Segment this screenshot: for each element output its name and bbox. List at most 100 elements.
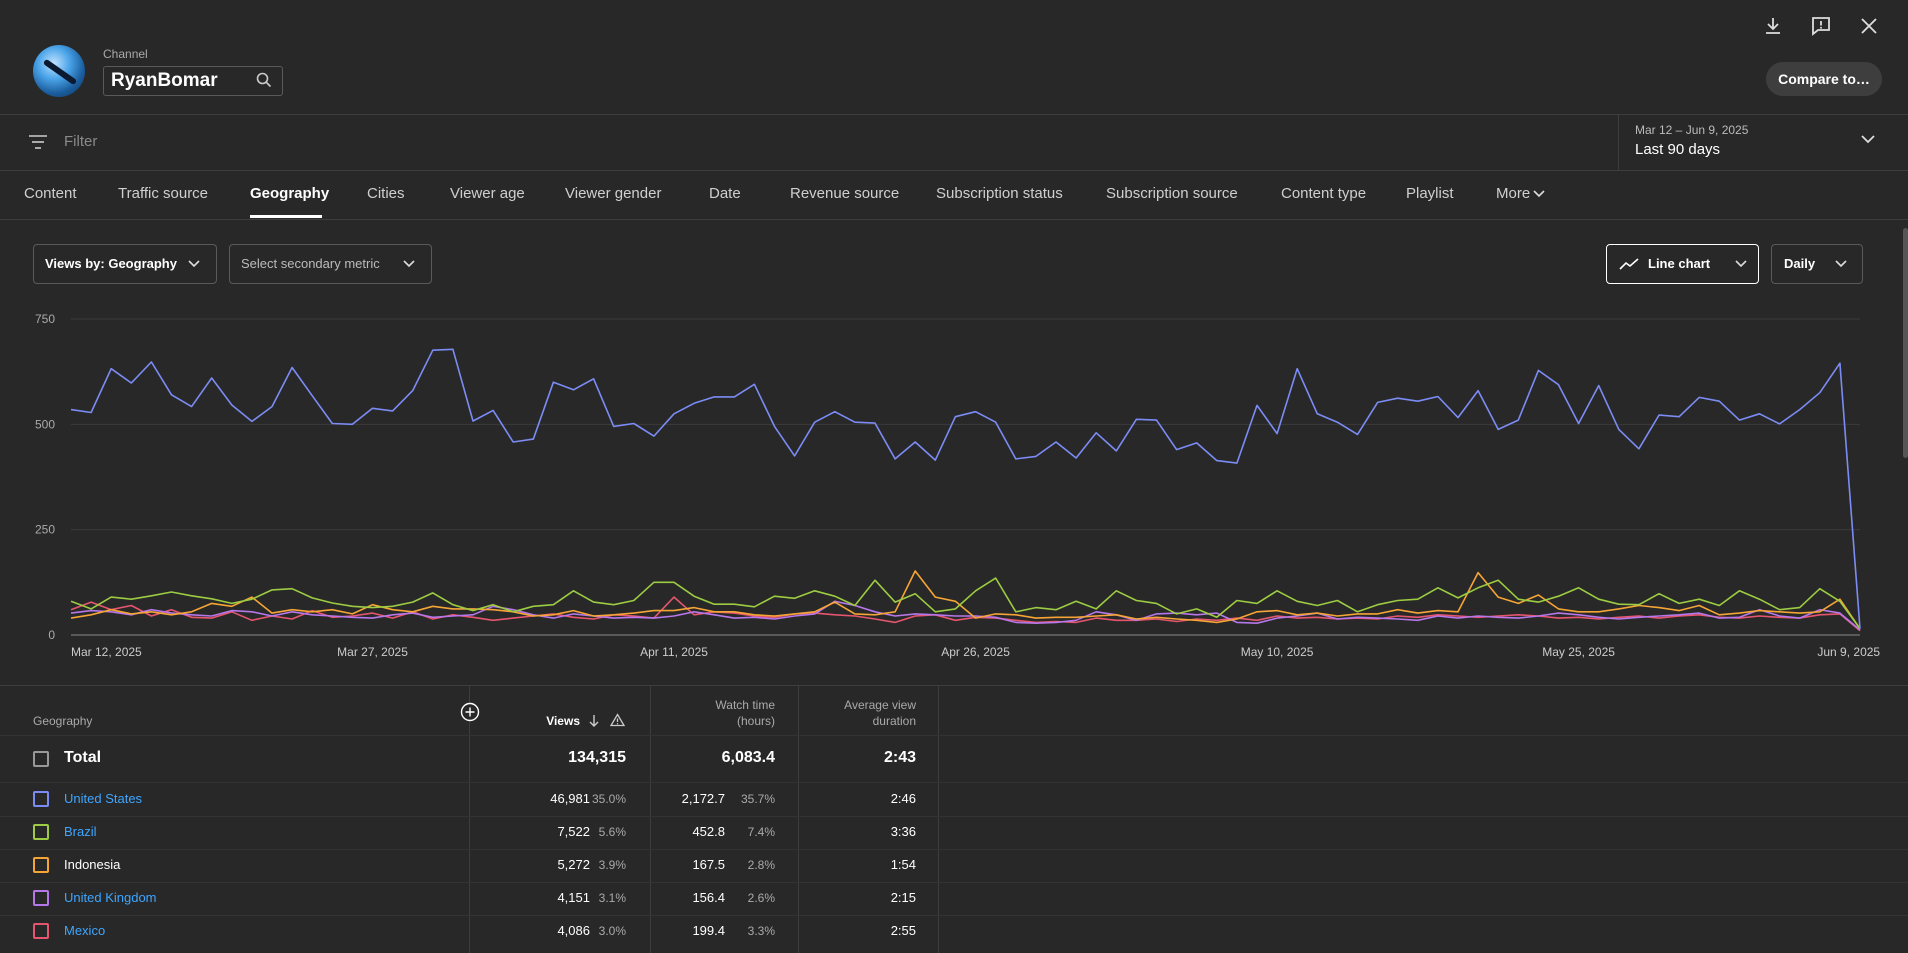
views-value: 4,086	[557, 923, 590, 938]
tab-viewer-age[interactable]: Viewer age	[450, 185, 525, 202]
compare-button[interactable]: Compare to…	[1766, 62, 1882, 96]
geography-name[interactable]: United States	[64, 791, 143, 806]
row-checkbox[interactable]	[33, 791, 49, 807]
search-icon[interactable]	[256, 72, 272, 88]
x-tick-label: Mar 12, 2025	[71, 645, 142, 659]
y-tick-label: 750	[35, 312, 55, 326]
avd-header-line1: Average view	[844, 698, 916, 712]
line-chart: 0 250 500 750 Mar 12, 2025 Mar 27, 2025 Apr 11…	[35, 312, 1880, 659]
geography-name[interactable]: United Kingdom	[64, 890, 157, 905]
divider	[0, 170, 1908, 171]
tab-revenue-source[interactable]: Revenue source	[790, 185, 900, 202]
warning-icon[interactable]	[610, 713, 625, 727]
chart-type-label: Line chart	[1648, 256, 1711, 271]
primary-metric-label: Views by: Geography	[45, 256, 177, 271]
divider	[0, 685, 1908, 686]
tab-traffic-source[interactable]: Traffic source	[118, 185, 209, 202]
total-watch-time: 6,083.4	[721, 749, 775, 766]
tab-subscription-source[interactable]: Subscription source	[1106, 185, 1238, 202]
watch-time-percent: 2.8%	[747, 858, 775, 872]
secondary-metric-label: Select secondary metric	[241, 256, 380, 271]
row-checkbox[interactable]	[33, 824, 49, 840]
views-value: 46,981	[550, 791, 590, 806]
x-tick-label: May 10, 2025	[1241, 645, 1314, 659]
divider	[0, 915, 1908, 916]
chevron-down-icon	[188, 260, 200, 268]
avd-value: 2:55	[890, 923, 916, 938]
channel-avatar	[33, 45, 85, 97]
column-header-views[interactable]: Views	[546, 714, 580, 728]
views-percent: 3.9%	[598, 858, 626, 872]
row-checkbox[interactable]	[33, 923, 49, 939]
channel-selector[interactable]	[103, 66, 283, 96]
avd-value: 2:46	[890, 791, 916, 806]
watch-time-header-line1: Watch time	[715, 698, 775, 712]
x-tick-label: Apr 26, 2025	[941, 645, 1010, 659]
views-percent: 5.6%	[598, 825, 626, 839]
download-icon[interactable]	[1761, 14, 1785, 38]
avd-value: 1:54	[890, 857, 916, 872]
active-tab-indicator	[250, 215, 322, 218]
tab-geography[interactable]: Geography	[250, 185, 330, 202]
channel-name[interactable]: RyanBomar	[111, 70, 218, 91]
row-checkbox[interactable]	[33, 890, 49, 906]
date-range-main[interactable]: Last 90 days	[1635, 141, 1721, 158]
total-checkbox[interactable]	[33, 751, 49, 767]
column-header-geography[interactable]: Geography	[33, 714, 93, 728]
filter-icon[interactable]	[28, 134, 48, 150]
geography-name[interactable]: Brazil	[64, 824, 97, 839]
divider	[469, 686, 470, 953]
y-tick-label: 0	[48, 628, 55, 642]
tab-content[interactable]: Content	[24, 185, 77, 202]
interval-label: Daily	[1784, 256, 1816, 271]
avd-value: 2:15	[890, 890, 916, 905]
divider	[0, 816, 1908, 817]
geography-name[interactable]: Mexico	[64, 923, 106, 938]
divider	[1618, 114, 1619, 170]
tab-cities[interactable]: Cities	[367, 185, 405, 202]
column-header-avd[interactable]: Average view duration	[800, 697, 916, 729]
tab-subscription-status[interactable]: Subscription status	[936, 185, 1063, 202]
watch-time-header-line2: (hours)	[736, 714, 775, 728]
views-percent: 3.0%	[598, 924, 626, 938]
feedback-icon[interactable]	[1809, 14, 1833, 38]
series-line-indonesia	[70, 570, 1861, 630]
divider	[0, 782, 1908, 783]
channel-label: Channel	[103, 47, 148, 61]
tab-date[interactable]: Date	[709, 185, 741, 202]
close-icon[interactable]	[1857, 14, 1881, 38]
divider	[650, 686, 651, 953]
filter-input[interactable]: Filter	[64, 133, 98, 150]
column-header-watch-time[interactable]: Watch time (hours)	[660, 697, 775, 729]
scrollbar[interactable]	[1903, 228, 1908, 458]
interval-dropdown[interactable]: Daily	[1771, 244, 1863, 284]
sort-descending-icon[interactable]	[588, 714, 600, 728]
row-checkbox[interactable]	[33, 857, 49, 873]
watch-time-percent: 7.4%	[747, 825, 775, 839]
date-range-sub[interactable]: Mar 12 – Jun 9, 2025	[1635, 123, 1749, 137]
tab-more[interactable]: More	[1496, 185, 1531, 202]
divider	[0, 735, 1908, 736]
series-line-united-states	[70, 348, 1861, 629]
divider	[0, 849, 1908, 850]
x-tick-label: May 25, 2025	[1542, 645, 1615, 659]
views-value: 5,272	[557, 857, 590, 872]
total-avd: 2:43	[883, 749, 916, 766]
secondary-metric-dropdown[interactable]: Select secondary metric	[229, 244, 432, 284]
tab-playlist[interactable]: Playlist	[1406, 185, 1454, 202]
tab-content-type[interactable]: Content type	[1281, 185, 1367, 202]
chart-type-dropdown[interactable]: Line chart	[1606, 244, 1759, 284]
add-column-icon[interactable]	[460, 702, 480, 722]
x-tick-label: Mar 27, 2025	[337, 645, 408, 659]
watch-time-value: 199.4	[692, 923, 725, 938]
avd-value: 3:36	[890, 824, 916, 839]
views-percent: 3.1%	[598, 891, 626, 905]
series-line-mexico	[70, 596, 1861, 632]
primary-metric-dropdown[interactable]: Views by: Geography	[33, 244, 217, 284]
chevron-down-icon	[1835, 260, 1847, 268]
chevron-down-icon[interactable]	[1860, 134, 1876, 144]
tab-viewer-gender[interactable]: Viewer gender	[565, 185, 662, 202]
divider	[0, 114, 1908, 115]
watch-time-percent: 3.3%	[747, 924, 775, 938]
chevron-down-icon[interactable]	[1532, 189, 1546, 198]
